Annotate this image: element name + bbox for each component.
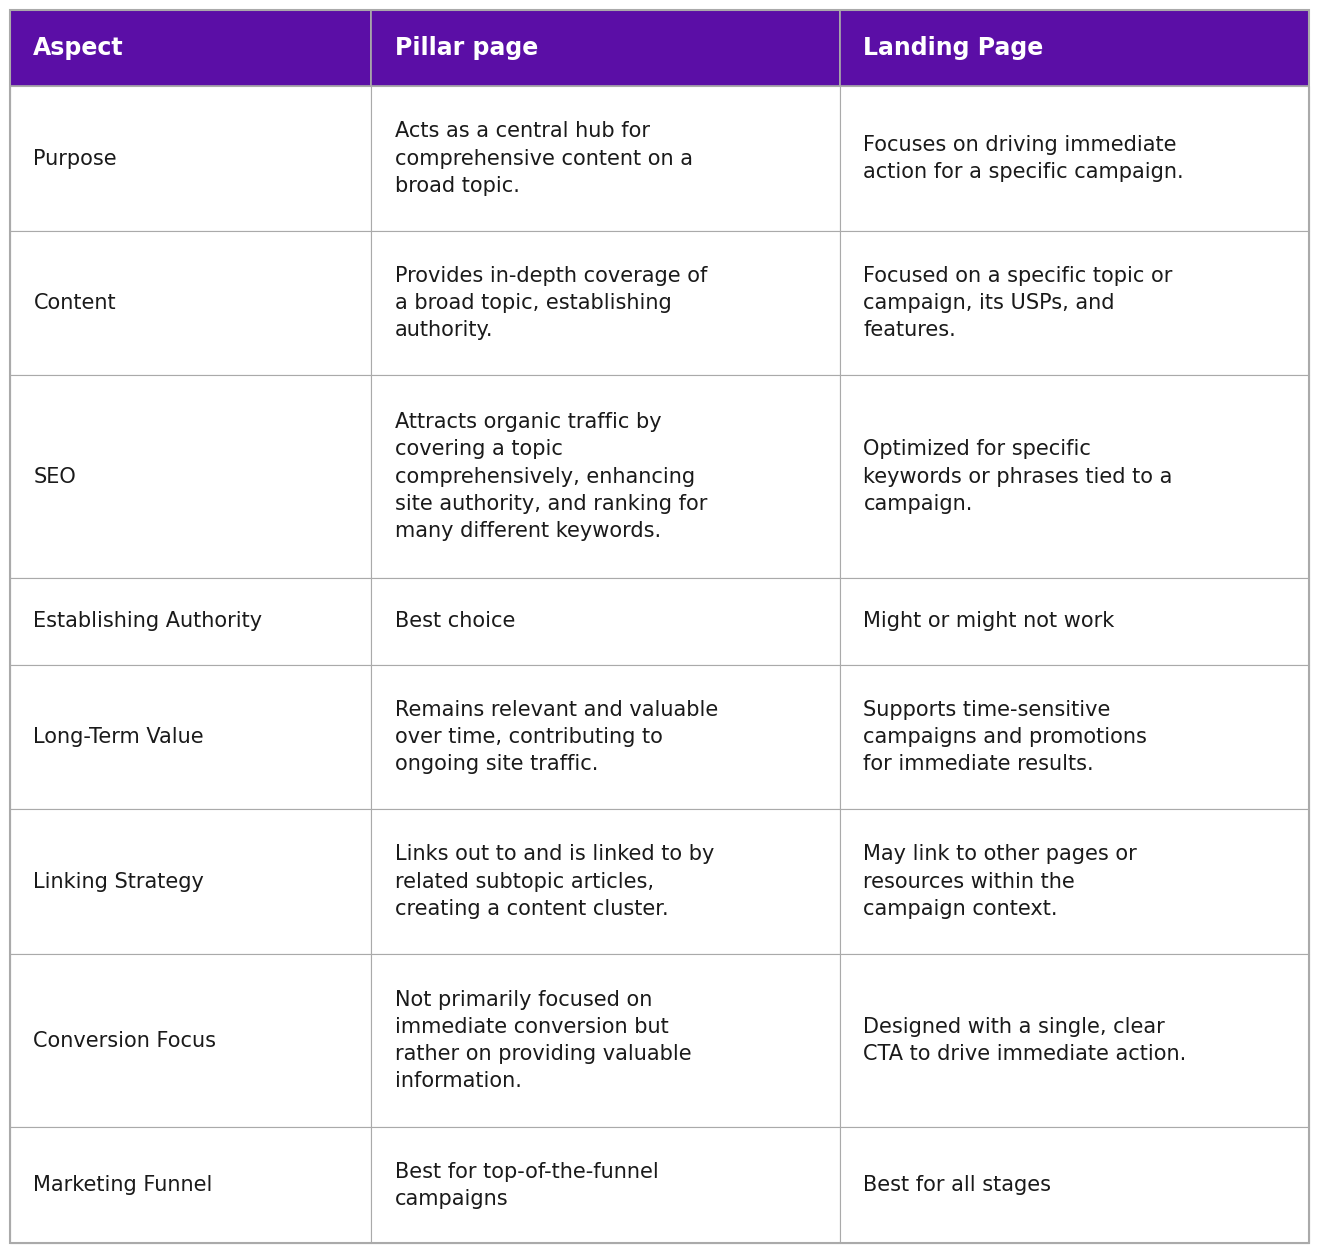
Text: Not primarily focused on
immediate conversion but
rather on providing valuable
i: Not primarily focused on immediate conve… <box>394 990 691 1091</box>
Bar <box>840 578 1308 664</box>
Bar <box>11 954 371 1128</box>
Bar <box>11 578 371 664</box>
Bar <box>11 1128 371 1243</box>
Text: Supports time-sensitive
campaigns and promotions
for immediate results.: Supports time-sensitive campaigns and pr… <box>864 699 1148 774</box>
Bar <box>371 664 840 809</box>
Bar <box>371 809 840 954</box>
Text: Best choice: Best choice <box>394 611 514 632</box>
Bar <box>11 376 371 578</box>
Bar <box>840 10 1308 86</box>
Text: Designed with a single, clear
CTA to drive immediate action.: Designed with a single, clear CTA to dri… <box>864 1017 1187 1064</box>
Text: Links out to and is linked to by
related subtopic articles,
creating a content c: Links out to and is linked to by related… <box>394 845 714 918</box>
Text: Content: Content <box>33 293 116 313</box>
Text: Optimized for specific
keywords or phrases tied to a
campaign.: Optimized for specific keywords or phras… <box>864 440 1173 514</box>
Bar <box>840 231 1308 376</box>
Text: Aspect: Aspect <box>33 36 124 60</box>
Bar <box>11 86 371 231</box>
Bar <box>371 86 840 231</box>
Text: Establishing Authority: Establishing Authority <box>33 611 262 632</box>
Text: Provides in-depth coverage of
a broad topic, establishing
authority.: Provides in-depth coverage of a broad to… <box>394 266 707 341</box>
Text: Pillar page: Pillar page <box>394 36 538 60</box>
Text: Marketing Funnel: Marketing Funnel <box>33 1175 212 1195</box>
Bar <box>11 231 371 376</box>
Text: Might or might not work: Might or might not work <box>864 611 1115 632</box>
Bar <box>840 86 1308 231</box>
Text: Focuses on driving immediate
action for a specific campaign.: Focuses on driving immediate action for … <box>864 135 1184 182</box>
Bar <box>840 664 1308 809</box>
Bar <box>11 664 371 809</box>
Text: Long-Term Value: Long-Term Value <box>33 727 204 747</box>
Text: Conversion Focus: Conversion Focus <box>33 1030 216 1050</box>
Text: Focused on a specific topic or
campaign, its USPs, and
features.: Focused on a specific topic or campaign,… <box>864 266 1173 341</box>
Text: Remains relevant and valuable
over time, contributing to
ongoing site traffic.: Remains relevant and valuable over time,… <box>394 699 718 774</box>
Bar <box>840 1128 1308 1243</box>
Text: SEO: SEO <box>33 466 77 486</box>
Bar <box>371 231 840 376</box>
Text: Purpose: Purpose <box>33 149 117 169</box>
Bar <box>371 954 840 1128</box>
Text: May link to other pages or
resources within the
campaign context.: May link to other pages or resources wit… <box>864 845 1137 918</box>
Bar <box>371 1128 840 1243</box>
Text: Attracts organic traffic by
covering a topic
comprehensively, enhancing
site aut: Attracts organic traffic by covering a t… <box>394 412 707 541</box>
Text: Acts as a central hub for
comprehensive content on a
broad topic.: Acts as a central hub for comprehensive … <box>394 122 692 195</box>
Bar <box>840 809 1308 954</box>
Bar <box>840 954 1308 1128</box>
Bar <box>371 578 840 664</box>
Text: Best for top-of-the-funnel
campaigns: Best for top-of-the-funnel campaigns <box>394 1162 658 1209</box>
Bar <box>840 376 1308 578</box>
Text: Linking Strategy: Linking Strategy <box>33 872 204 892</box>
Text: Landing Page: Landing Page <box>864 36 1043 60</box>
Bar <box>371 10 840 86</box>
Bar <box>11 10 371 86</box>
Bar <box>371 376 840 578</box>
Bar <box>11 809 371 954</box>
Text: Best for all stages: Best for all stages <box>864 1175 1051 1195</box>
